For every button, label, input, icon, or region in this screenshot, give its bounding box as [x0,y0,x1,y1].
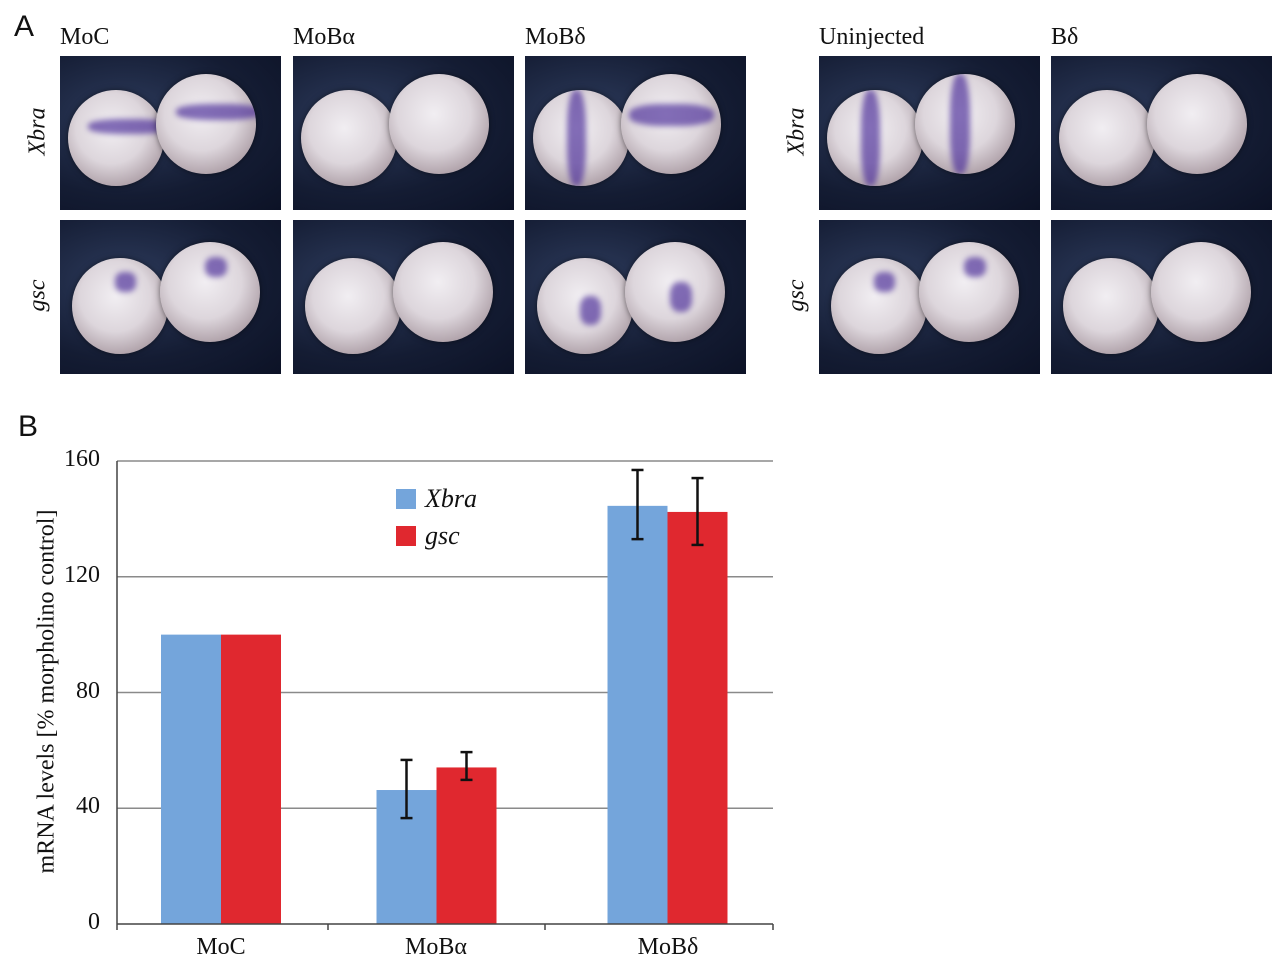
embryo [831,258,927,354]
staining-band [874,272,896,292]
embryo-photo-gsc-moc [60,220,281,374]
embryo [1151,242,1251,342]
embryo [915,74,1015,174]
staining-band [670,282,692,312]
category-label-mobalpha: MoBα [405,934,467,960]
embryo [68,90,164,186]
embryo [160,242,260,342]
legend-label-gsc: gsc [425,521,460,550]
column-label-mobalpha: MoBα [293,24,355,50]
staining-band [860,90,880,186]
embryo [1059,90,1155,186]
embryo [537,258,633,354]
embryo-photo-xbra-uninjected [819,56,1040,210]
embryo-photo-xbra-mobdelta [525,56,746,210]
embryo [393,242,493,342]
column-label-moc: MoC [60,24,110,50]
category-label-moc: MoC [196,934,246,960]
legend-item-gsc: gsc [396,521,460,551]
embryo-photo-xbra-mobalpha [293,56,514,210]
embryo-photo-xbra-bdelta [1051,56,1272,210]
y-tick-label: 120 [64,561,100,588]
embryo [389,74,489,174]
bar-xbra-2 [607,505,668,924]
legend-item-xbra: Xbra [396,484,477,514]
embryo [305,258,401,354]
embryo [919,242,1019,342]
staining-band [580,296,602,326]
legend-label-xbra: Xbra [425,484,477,513]
category-label-mobdelta: MoBδ [637,934,699,960]
column-label-mobdelta: MoBδ [525,24,586,50]
embryo-photo-gsc-uninjected [819,220,1040,374]
embryo-photo-xbra-moc [60,56,281,210]
staining-band [950,74,970,174]
y-tick-label: 160 [64,446,100,472]
embryo [72,258,168,354]
panel-letter-b: B [18,410,39,443]
embryo [621,74,721,174]
y-tick-label: 0 [88,909,100,935]
y-tick-label: 80 [76,677,100,704]
panel-letter-a: A [14,10,35,43]
column-label-uninjected: Uninjected [819,24,925,50]
embryo-photo-gsc-mobalpha [293,220,514,374]
embryo [625,242,725,342]
staining-band [88,118,164,135]
embryo-photo-gsc-mobdelta [525,220,746,374]
embryo [301,90,397,186]
staining-band [566,90,586,186]
staining-band [964,257,986,277]
bar-gsc-0 [221,634,281,924]
column-label-bdelta: Bδ [1051,24,1079,50]
staining-band [115,272,137,292]
bar-xbra-0 [161,634,221,924]
legend-swatch-gsc [396,526,416,546]
embryo [156,74,256,174]
bar-gsc-1 [436,767,497,924]
embryo [533,90,629,186]
bar-gsc-2 [667,511,728,924]
legend-swatch-xbra [396,489,416,509]
embryo-photo-gsc-bdelta [1051,220,1272,374]
y-tick-label: 40 [76,793,100,820]
staining-band [176,104,256,120]
embryo [1147,74,1247,174]
embryo [827,90,923,186]
staining-band [629,104,714,126]
embryo [1063,258,1159,354]
staining-band [205,257,227,277]
